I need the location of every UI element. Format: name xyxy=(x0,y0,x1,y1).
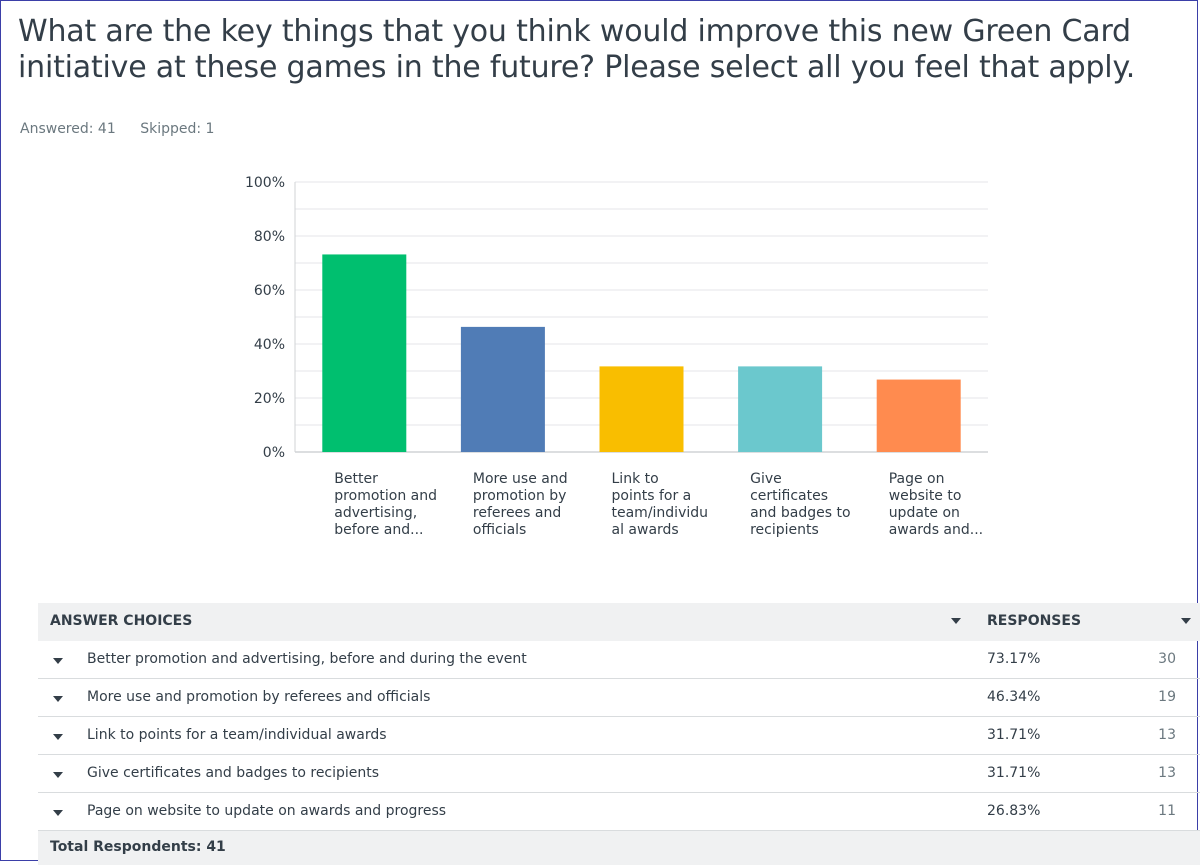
question-title: What are the key things that you think w… xyxy=(18,14,1136,85)
row-label: More use and promotion by referees and o… xyxy=(87,689,431,705)
x-tick-label: Better promotion and advertising, before an… xyxy=(334,471,437,538)
table-footer: Total Respondents: 41 xyxy=(38,831,1200,865)
responses-header[interactable]: RESPONSES xyxy=(987,613,1082,629)
row-label: Give certificates and badges to recipien… xyxy=(87,765,380,781)
table-row: More use and promotion by referees and o… xyxy=(38,679,1200,717)
response-stats: Answered: 41 Skipped: 1 xyxy=(20,121,214,137)
bar xyxy=(322,254,407,452)
row-percent: 73.17% xyxy=(987,651,1041,667)
y-tick-label: 60% xyxy=(254,283,285,299)
x-tick-label: More use and promotion by referees and offi… xyxy=(473,471,568,538)
expand-row-icon[interactable] xyxy=(53,734,63,740)
responses-table: ANSWER CHOICES RESPONSES Better promotio… xyxy=(38,603,1200,865)
row-count: 13 xyxy=(1158,727,1176,743)
y-tick-label: 0% xyxy=(263,445,285,461)
expand-row-icon[interactable] xyxy=(53,696,63,702)
row-percent: 31.71% xyxy=(987,765,1041,781)
row-percent: 31.71% xyxy=(987,727,1041,743)
sort-responses-icon[interactable] xyxy=(1181,618,1191,624)
answered-count: Answered: 41 xyxy=(20,121,116,137)
row-percent: 26.83% xyxy=(987,803,1041,819)
total-respondents: Total Respondents: 41 xyxy=(50,839,226,855)
row-count: 19 xyxy=(1158,689,1176,705)
x-tick-label: Page on website to update on awards and... xyxy=(889,471,983,538)
table-row: Page on website to update on awards and … xyxy=(38,793,1200,831)
expand-row-icon[interactable] xyxy=(53,810,63,816)
table-row: Link to points for a team/individual awa… xyxy=(38,717,1200,755)
table-row: Better promotion and advertising, before… xyxy=(38,641,1200,679)
row-count: 30 xyxy=(1158,651,1176,667)
row-percent: 46.34% xyxy=(987,689,1041,705)
y-tick-label: 80% xyxy=(254,229,285,245)
sort-choices-icon[interactable] xyxy=(951,618,961,624)
y-tick-label: 100% xyxy=(245,175,285,191)
row-label: Link to points for a team/individual awa… xyxy=(87,727,387,743)
skipped-count: Skipped: 1 xyxy=(140,121,215,137)
expand-row-icon[interactable] xyxy=(53,772,63,778)
bar xyxy=(876,379,961,452)
y-tick-label: 20% xyxy=(254,391,285,407)
expand-row-icon[interactable] xyxy=(53,658,63,664)
bar xyxy=(460,326,545,452)
bar-chart: 0% 20% 40% 60% 80% 100% Better promotion and adv… xyxy=(245,175,988,538)
answer-choices-header[interactable]: ANSWER CHOICES xyxy=(50,613,193,629)
row-label: Page on website to update on awards and … xyxy=(87,803,447,819)
row-count: 11 xyxy=(1158,803,1176,819)
y-tick-label: 40% xyxy=(254,337,285,353)
table-row: Give certificates and badges to recipien… xyxy=(38,755,1200,793)
bar xyxy=(738,366,823,452)
row-label: Better promotion and advertising, before… xyxy=(87,651,527,667)
bar xyxy=(599,366,684,452)
table-header: ANSWER CHOICES RESPONSES xyxy=(38,603,1200,641)
x-tick-label: Give certificates and badges to recipients xyxy=(750,471,850,538)
row-count: 13 xyxy=(1158,765,1176,781)
x-tick-label: Link to points for a team/individu al award… xyxy=(612,471,709,538)
